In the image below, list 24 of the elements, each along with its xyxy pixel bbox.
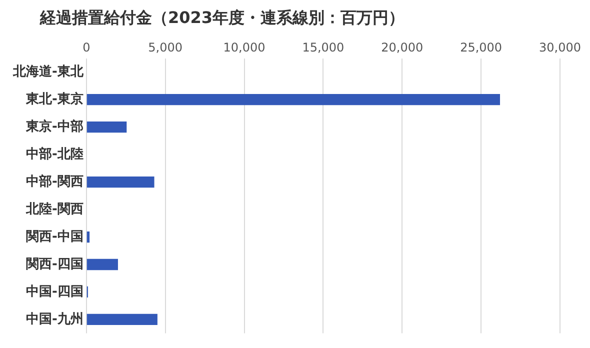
x-tick-label: 25,000	[460, 40, 502, 54]
y-tick-label: 北陸-関西	[24, 202, 84, 217]
y-tick-label: 中国-四国	[26, 284, 84, 300]
y-tick-label: 中部-北陸	[26, 146, 84, 162]
bar	[86, 176, 154, 188]
y-tick-label: 関西-中国	[26, 229, 84, 244]
y-tick-label: 中部-関西	[26, 173, 84, 190]
x-tick-label: 20,000	[381, 40, 424, 54]
y-tick-label: 北海道-東北	[12, 64, 84, 80]
y-tick-label: 東北-東京	[24, 90, 84, 107]
bar	[86, 94, 500, 106]
x-tick-label: 0	[82, 40, 90, 54]
y-tick-label: 東京-中部	[24, 118, 84, 134]
bar	[86, 314, 158, 326]
chart-title: 経過措置給付金（2023年度・連系線別：百万円）	[40, 8, 405, 29]
x-tick-label: 15,000	[302, 40, 344, 54]
x-tick-label: 30,000	[539, 40, 581, 54]
y-tick-label: 関西-四国	[26, 256, 84, 272]
x-tick-label: 10,000	[223, 40, 266, 54]
y-tick-label: 中国-九州	[26, 312, 84, 327]
bar	[86, 231, 90, 243]
x-tick-label: 5,000	[148, 40, 183, 54]
bar	[86, 122, 127, 133]
bar	[86, 258, 118, 270]
